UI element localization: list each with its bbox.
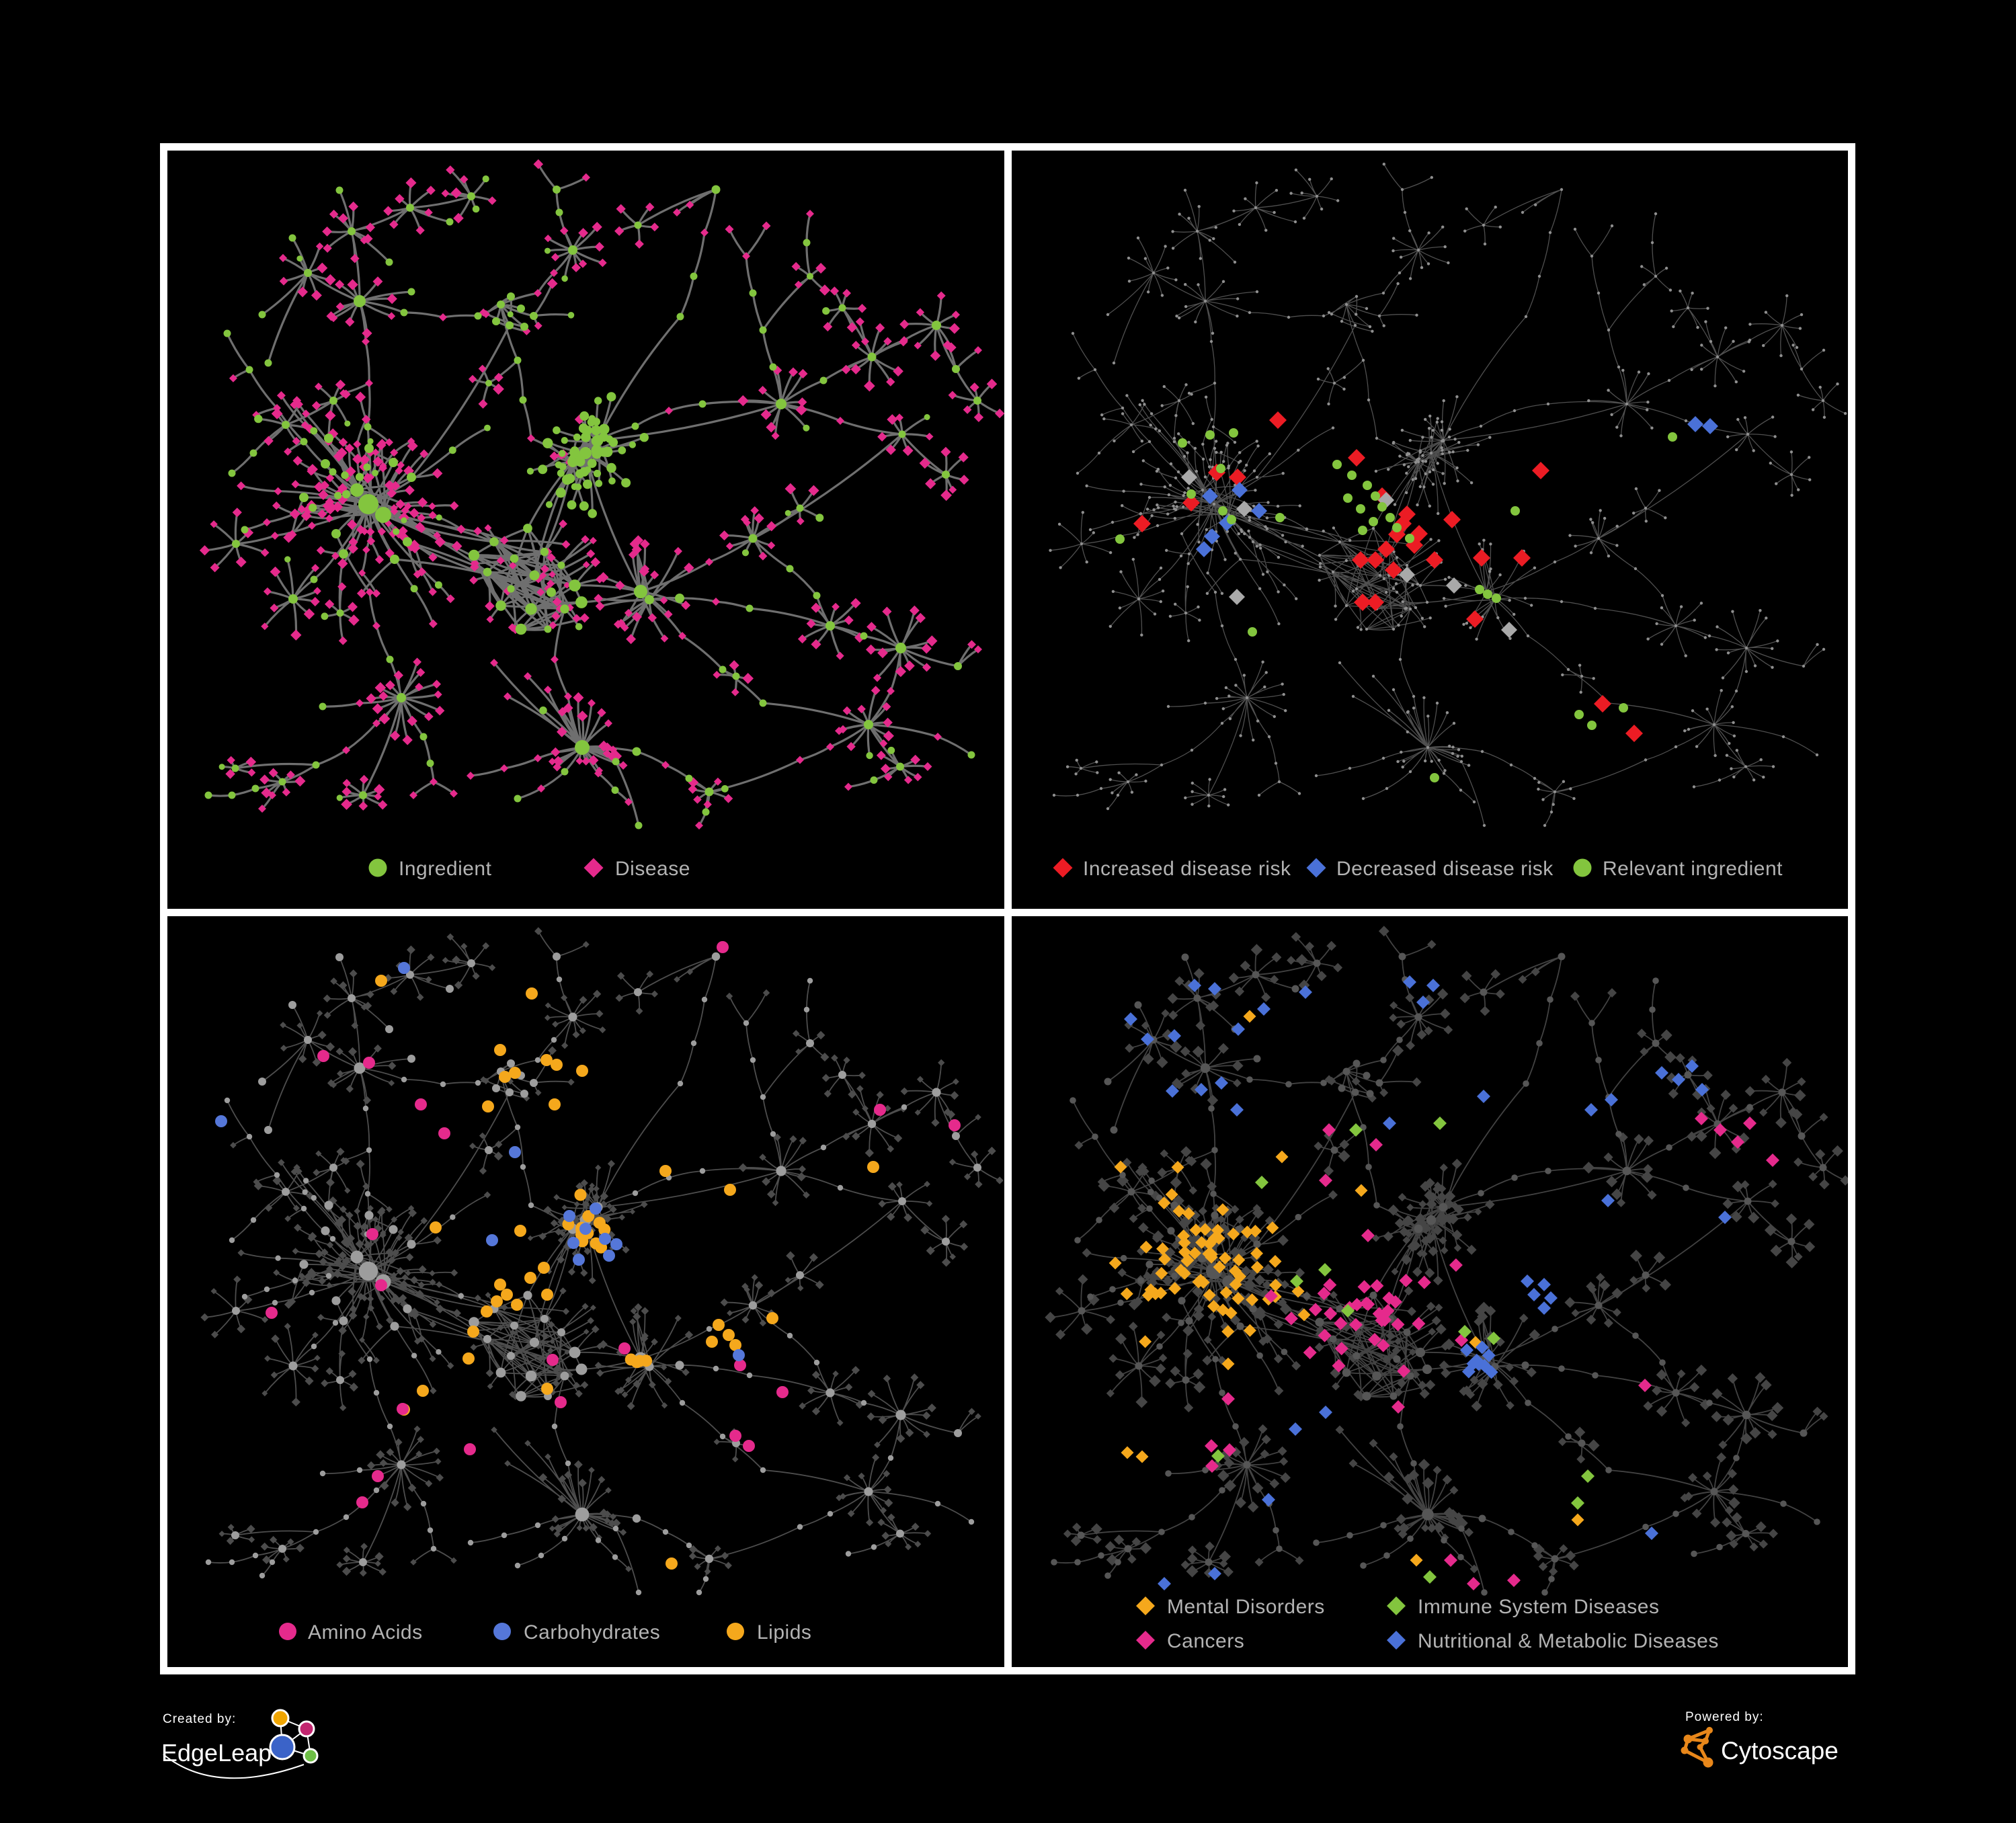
svg-text:Cytoscape: Cytoscape: [1721, 1737, 1839, 1765]
svg-text:Lipids: Lipids: [757, 1621, 811, 1644]
svg-text:Disease: Disease: [615, 858, 690, 880]
svg-text:Carbohydrates: Carbohydrates: [524, 1621, 660, 1644]
svg-text:Ingredient: Ingredient: [399, 858, 492, 880]
svg-text:Amino Acids: Amino Acids: [308, 1621, 423, 1644]
svg-text:Created by:: Created by:: [163, 1712, 236, 1726]
svg-text:Decreased disease risk: Decreased disease risk: [1336, 858, 1554, 880]
svg-text:Cancers: Cancers: [1167, 1630, 1244, 1652]
svg-text:Relevant ingredient: Relevant ingredient: [1603, 858, 1783, 880]
svg-text:EdgeLeap: EdgeLeap: [161, 1739, 272, 1767]
svg-text:Increased disease risk: Increased disease risk: [1083, 858, 1291, 880]
svg-text:Powered by:: Powered by:: [1685, 1710, 1764, 1724]
svg-text:Nutritional & Metabolic Diseas: Nutritional & Metabolic Diseases: [1418, 1630, 1719, 1652]
svg-text:Immune System Diseases: Immune System Diseases: [1418, 1596, 1659, 1618]
svg-text:Mental Disorders: Mental Disorders: [1167, 1596, 1325, 1618]
